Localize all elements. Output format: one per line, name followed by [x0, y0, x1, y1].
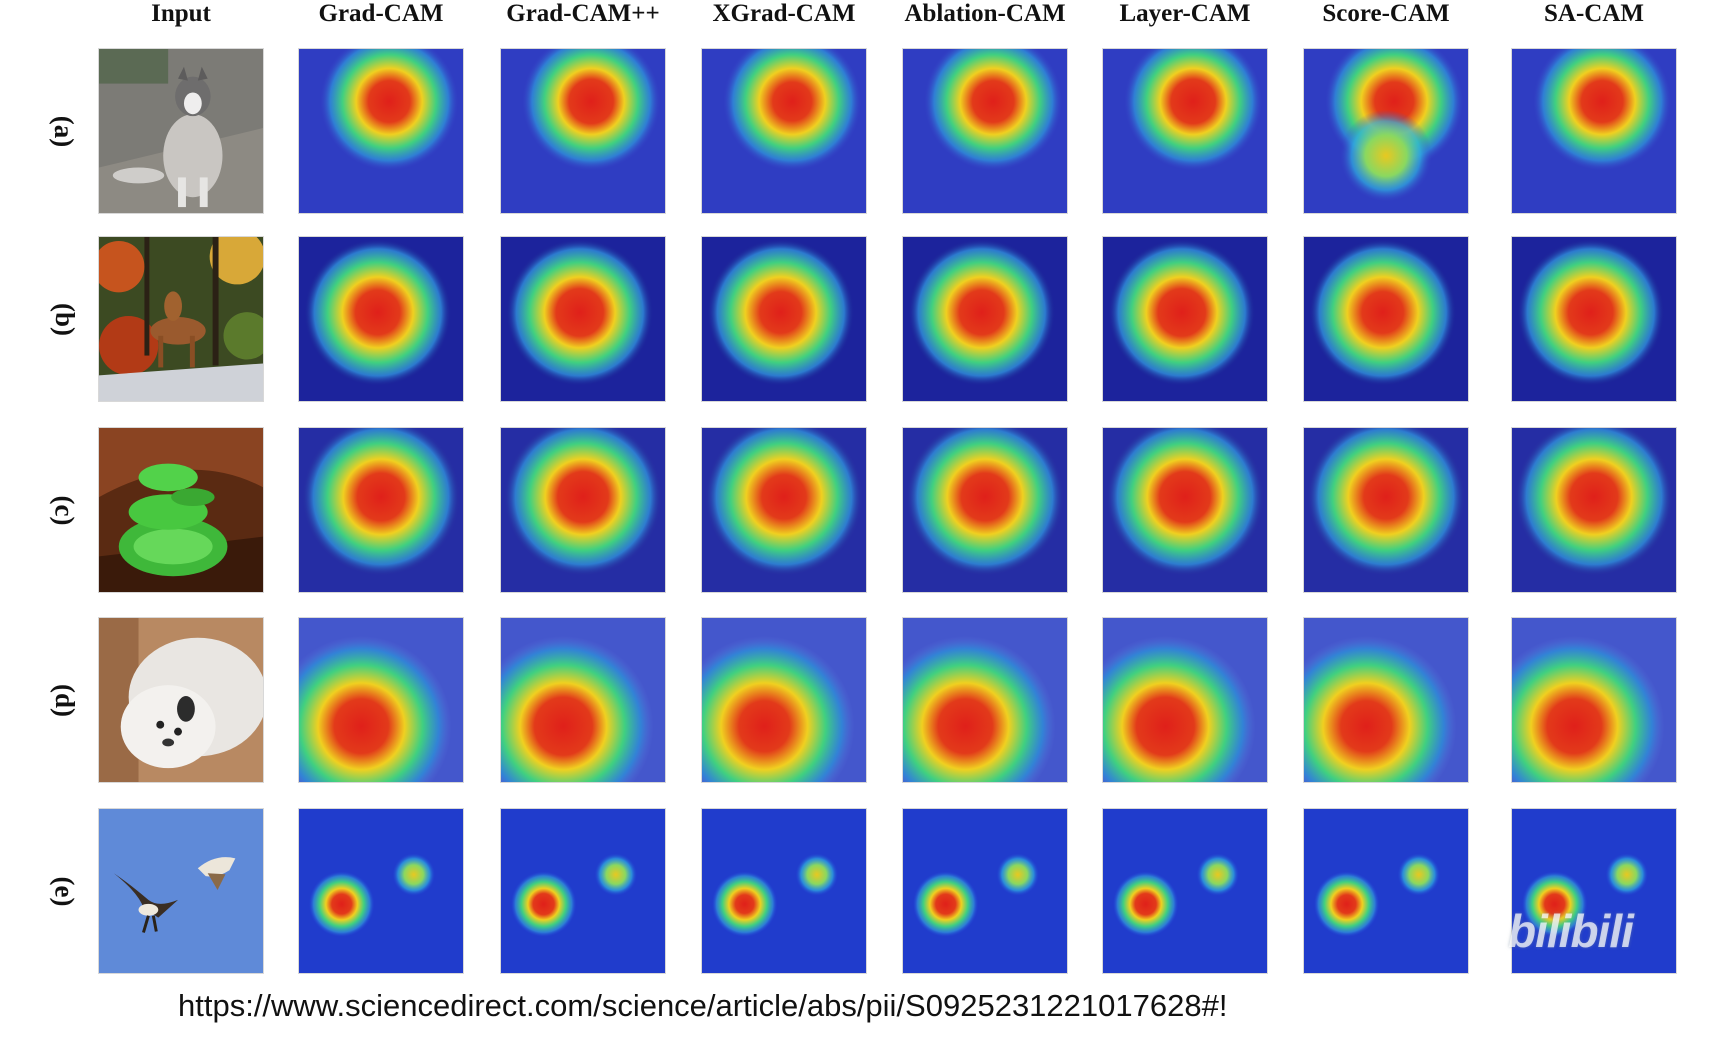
- row-label-text: (e): [49, 876, 80, 906]
- heatmap-grad-cam-b: [500, 236, 666, 402]
- row-label-b: (b): [46, 279, 82, 359]
- column-header-xgrad-cam: XGrad-CAM: [712, 0, 856, 27]
- heatmap-ablation-cam-a: [902, 48, 1068, 214]
- heatmap-layer-cam-e: [1102, 808, 1268, 974]
- source-url[interactable]: https://www.sciencedirect.com/science/ar…: [178, 988, 1228, 1023]
- input-image-green-snake: [98, 427, 264, 593]
- heatmap-layer-cam-b: [1102, 236, 1268, 402]
- heatmap-sa-cam-c: [1511, 427, 1677, 593]
- column-header-ablation-cam: Ablation-CAM: [904, 0, 1066, 27]
- heatmap-grad-cam-c: [500, 427, 666, 593]
- heatmap-grad-cam-d: [298, 617, 464, 783]
- column-header-input: Input: [151, 0, 211, 27]
- heatmap-layer-cam-c: [1102, 427, 1268, 593]
- heatmap-xgrad-cam-c: [701, 427, 867, 593]
- row-label-c: (c): [46, 470, 82, 550]
- heatmap-xgrad-cam-b: [701, 236, 867, 402]
- heatmap-score-cam-b: [1303, 236, 1469, 402]
- row-label-text: (c): [49, 495, 80, 525]
- heatmap-xgrad-cam-d: [701, 617, 867, 783]
- heatmap-ablation-cam-c: [902, 427, 1068, 593]
- heatmap-layer-cam-d: [1102, 617, 1268, 783]
- heatmap-grad-cam-b: [298, 236, 464, 402]
- heatmap-score-cam-c: [1303, 427, 1469, 593]
- heatmap-sa-cam-e: [1511, 808, 1677, 974]
- column-header-sa-cam: SA-CAM: [1544, 0, 1644, 27]
- column-header-score-cam: Score-CAM: [1322, 0, 1450, 27]
- heatmap-sa-cam-b: [1511, 236, 1677, 402]
- heatmap-grad-cam-a: [500, 48, 666, 214]
- heatmap-ablation-cam-e: [902, 808, 1068, 974]
- heatmap-score-cam-e: [1303, 808, 1469, 974]
- row-label-d: (d): [46, 660, 82, 740]
- heatmap-sa-cam-a: [1511, 48, 1677, 214]
- heatmap-grad-cam-e: [298, 808, 464, 974]
- heatmap-score-cam-a: [1303, 48, 1469, 214]
- row-label-text: (b): [49, 302, 80, 336]
- bilibili-watermark: bilibili: [1508, 905, 1634, 957]
- heatmap-xgrad-cam-e: [701, 808, 867, 974]
- heatmap-xgrad-cam-a: [701, 48, 867, 214]
- column-header-grad-cam: Grad-CAM++: [506, 0, 660, 27]
- row-label-a: (a): [46, 91, 82, 171]
- input-image-husky-dog: [98, 48, 264, 214]
- input-image-white-fluffy-dog: [98, 617, 264, 783]
- heatmap-sa-cam-d: [1511, 617, 1677, 783]
- row-label-text: (d): [49, 683, 80, 717]
- row-label-e: (e): [46, 851, 82, 931]
- heatmap-score-cam-d: [1303, 617, 1469, 783]
- input-image-two-birds-flying: [98, 808, 264, 974]
- input-image-brown-dog-in-forest: [98, 236, 264, 402]
- heatmap-grad-cam-d: [500, 617, 666, 783]
- heatmap-grad-cam-a: [298, 48, 464, 214]
- heatmap-grad-cam-c: [298, 427, 464, 593]
- column-header-grad-cam: Grad-CAM: [318, 0, 444, 27]
- row-label-text: (a): [49, 115, 80, 147]
- heatmap-grad-cam-e: [500, 808, 666, 974]
- column-header-layer-cam: Layer-CAM: [1119, 0, 1251, 27]
- heatmap-layer-cam-a: [1102, 48, 1268, 214]
- heatmap-ablation-cam-d: [902, 617, 1068, 783]
- heatmap-ablation-cam-b: [902, 236, 1068, 402]
